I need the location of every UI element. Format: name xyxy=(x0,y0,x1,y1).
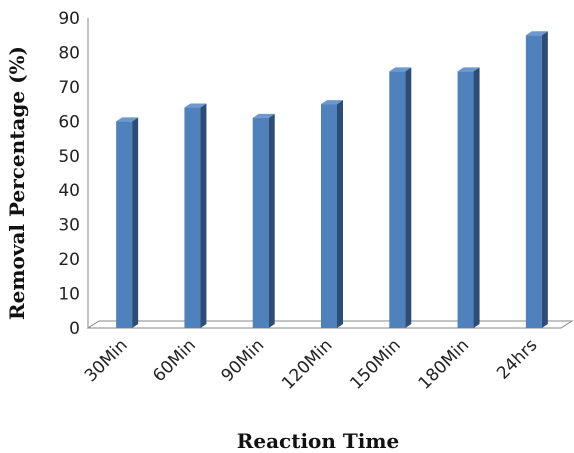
y-tick-label: 90 xyxy=(58,9,80,29)
bar-top xyxy=(389,67,412,72)
bar-side xyxy=(268,113,275,328)
y-tick-label: 60 xyxy=(58,112,80,132)
bar-24hrs xyxy=(525,31,548,328)
y-tick-label: 0 xyxy=(69,319,80,339)
bar-top xyxy=(252,113,275,118)
x-tick-label: 180Min xyxy=(415,335,473,393)
bar-side xyxy=(200,103,207,328)
x-tick-labels: 30Min 60Min 90Min 120Min 150Min 180Min 24hrs xyxy=(81,335,542,394)
bar-120Min xyxy=(321,100,343,328)
bar-front xyxy=(184,107,201,328)
y-tick-label: 40 xyxy=(58,181,80,201)
bar-150Min xyxy=(389,67,412,328)
x-axis-title: Reaction Time xyxy=(237,429,400,453)
y-tick-label: 30 xyxy=(58,216,80,236)
bar-top xyxy=(184,103,207,108)
y-axis-title: Removal Percentage (%) xyxy=(5,46,29,320)
bar-top xyxy=(525,31,548,36)
chart-bars xyxy=(116,31,548,328)
y-tick-labels: 0 10 20 30 40 50 60 70 80 90 xyxy=(58,9,80,339)
bar-top xyxy=(116,117,139,122)
y-tick-label: 70 xyxy=(58,78,80,98)
bar-60Min xyxy=(184,103,207,328)
bar-front xyxy=(116,121,133,328)
bar-front xyxy=(252,117,269,328)
bar-top xyxy=(321,100,343,105)
y-tick-label: 50 xyxy=(58,147,80,167)
x-tick-label: 60Min xyxy=(149,335,200,386)
bar-top xyxy=(457,67,480,72)
bar-90Min xyxy=(252,113,275,328)
bar-side xyxy=(541,31,548,328)
bar-side xyxy=(132,117,139,328)
x-tick-label: 120Min xyxy=(278,335,336,393)
y-tick-label: 10 xyxy=(58,285,80,305)
y-tick-label: 20 xyxy=(58,250,80,270)
x-tick-label: 24hrs xyxy=(493,335,541,383)
bar-side xyxy=(337,100,343,328)
bar-180Min xyxy=(457,67,480,328)
x-tick-label: 90Min xyxy=(217,335,268,386)
y-tick-label: 80 xyxy=(58,43,80,63)
bar-front xyxy=(457,71,474,328)
x-tick-label: 150Min xyxy=(346,335,404,393)
x-tick-label: 30Min xyxy=(81,335,132,386)
bar-30Min xyxy=(116,117,139,328)
bar-front xyxy=(525,35,542,328)
bar-front xyxy=(321,104,337,328)
bar-front xyxy=(389,71,406,328)
bar-side xyxy=(473,67,480,328)
bar-side xyxy=(405,67,412,328)
